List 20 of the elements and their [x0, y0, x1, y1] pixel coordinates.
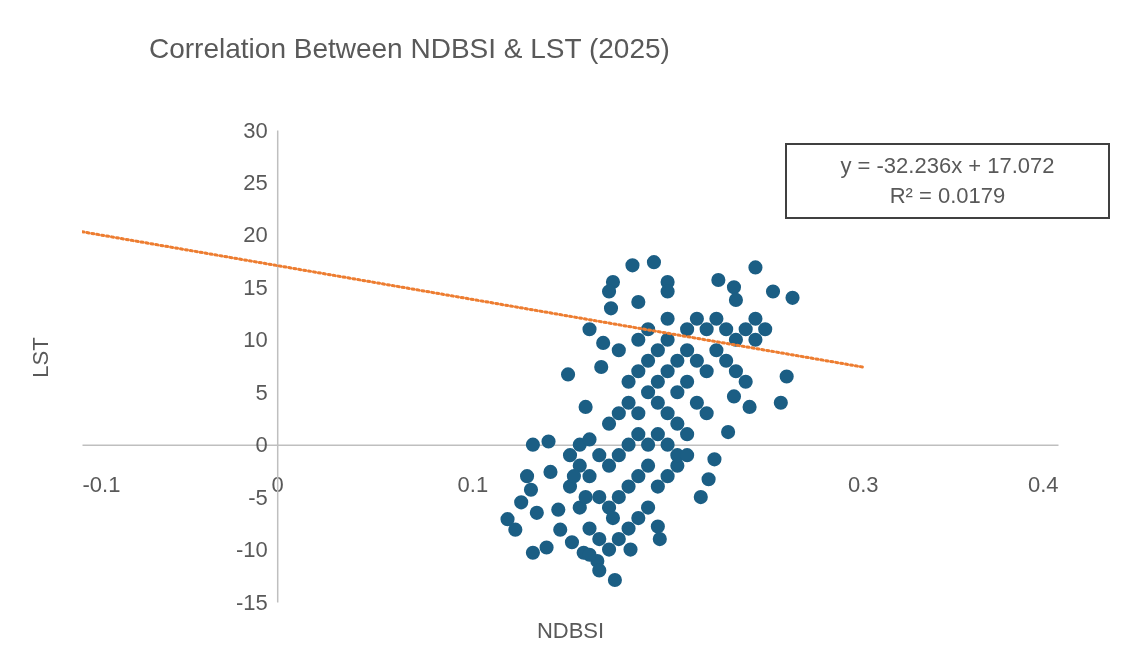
x-tick-label: -0.1	[82, 472, 121, 498]
x-axis-title: NDBSI	[536, 618, 605, 644]
y-tick-label: 20	[243, 222, 268, 248]
y-tick-label: 10	[243, 327, 268, 353]
x-tick-label: 0.3	[848, 472, 879, 498]
y-tick-label: -15	[235, 589, 268, 615]
text-box: y = -32.236x + 17.072 R² = 0.0179	[785, 143, 1110, 219]
annotation: y = -32.236x + 17.072	[839, 152, 1056, 180]
y-axis-title: LST	[27, 337, 53, 378]
x-tick-label: 0.1	[457, 472, 489, 498]
y-tick-label: -5	[248, 484, 268, 510]
y-tick-label: 15	[243, 274, 268, 300]
annotation: R² = 0.0179	[888, 182, 1007, 210]
y-tick-label: 30	[243, 117, 268, 143]
y-tick-label: -10	[235, 537, 268, 563]
y-tick-label: 25	[243, 169, 268, 195]
y-tick-label: 5	[255, 379, 268, 405]
x-tick-label: 0.4	[1027, 472, 1059, 498]
y-tick-label: 0	[255, 432, 268, 458]
chart-title: Correlation Between NDBSI & LST (2025)	[149, 33, 670, 64]
